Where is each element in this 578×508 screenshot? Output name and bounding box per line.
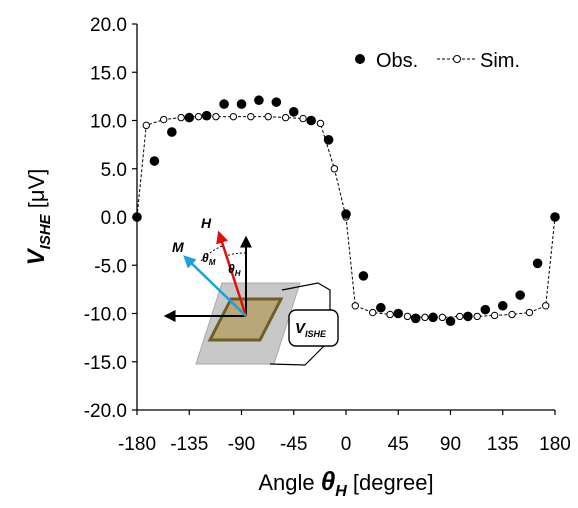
y-tick-label: -20.0: [84, 401, 127, 422]
sim-point: [229, 112, 238, 121]
obs-point: [550, 212, 560, 222]
sim-point: [473, 312, 481, 321]
x-tick-label: -180: [118, 434, 156, 455]
h-field-arrow: [216, 230, 248, 317]
obs-point: [445, 316, 456, 327]
obs-point: [358, 271, 369, 281]
sim-point: [438, 313, 447, 322]
theta-h-arc: [225, 252, 247, 257]
y-tick-label: -5.0: [94, 256, 127, 277]
x-tick-label: 180: [539, 434, 571, 455]
x-tick-label: -45: [280, 434, 307, 455]
x-tick-label: -90: [228, 434, 255, 455]
y-tick-label: 15.0: [90, 63, 127, 84]
sim-point: [403, 312, 412, 321]
obs-point: [341, 209, 351, 219]
x-tick-label: -135: [170, 434, 208, 455]
sim-point: [299, 114, 307, 123]
sim-point: [160, 115, 168, 124]
x-axis-title: Angle θH [degree]: [258, 466, 433, 500]
sim-point: [490, 311, 499, 320]
sim-point: [281, 113, 290, 122]
obs-point: [515, 290, 525, 300]
obs-point: [219, 99, 229, 109]
y-tick-label: 10.0: [90, 112, 127, 133]
y-tick-label: 20.0: [90, 15, 127, 36]
obs-point: [497, 300, 508, 311]
sim-point: [330, 165, 339, 173]
y-tick-label: 5.0: [101, 160, 127, 181]
obs-point: [393, 308, 404, 319]
legend: Obs. Sim.: [355, 50, 520, 72]
x-tick-label: 135: [487, 434, 519, 455]
legend-sim-label: Sim.: [480, 50, 520, 72]
obs-point: [463, 311, 473, 322]
obs-point: [201, 110, 212, 121]
theta-h-label: θH: [228, 262, 241, 278]
sim-point: [316, 119, 325, 128]
obs-point: [306, 115, 316, 126]
x-tick-label: 0: [341, 434, 352, 455]
obs-point: [323, 135, 334, 145]
sim-point: [177, 113, 185, 122]
sim-point: [456, 312, 464, 321]
obs-point: [428, 312, 438, 323]
obs-point: [149, 156, 160, 166]
sim-point: [212, 112, 220, 121]
theta-m-arc: [199, 245, 223, 263]
sim-point: [508, 310, 516, 319]
sim-point: [142, 121, 150, 130]
sim-point: [386, 310, 394, 319]
sim-point: [194, 112, 203, 121]
sim-point: [542, 302, 550, 310]
series-obs: [132, 95, 560, 327]
y-tick-label: -15.0: [84, 353, 127, 374]
sim-point: [351, 302, 359, 310]
sim-point: [264, 112, 272, 121]
sim-point: [247, 112, 255, 121]
legend-obs-marker: [355, 54, 365, 64]
obs-point: [532, 258, 543, 269]
obs-point: [480, 304, 491, 315]
y-axis-title: VISHE [μV]: [23, 169, 54, 266]
sim-point: [525, 308, 534, 317]
x-tick-labels: -180 -135 -90 -45 0 45 90 135 180: [118, 410, 571, 455]
theta-m-label: θM: [202, 251, 216, 267]
m-arrow: [183, 255, 247, 317]
obs-point: [376, 302, 386, 313]
y-tick-label: 0.0: [101, 208, 127, 229]
x-tick-label: 45: [388, 434, 409, 455]
h-label: H: [201, 215, 212, 231]
legend-sim-marker: [453, 55, 461, 63]
legend-obs-label: Obs.: [376, 50, 418, 72]
inset-schematic: VISHE H M θM θH: [163, 215, 339, 366]
obs-point: [410, 313, 421, 324]
obs-point: [184, 112, 195, 123]
voltmeter-label: VISHE: [295, 320, 327, 339]
obs-point: [132, 212, 142, 222]
obs-point: [288, 107, 299, 117]
m-label: M: [172, 239, 184, 255]
obs-point: [236, 99, 247, 109]
obs-point: [254, 95, 264, 106]
sim-point: [369, 308, 377, 317]
voltmeter-box: [288, 309, 339, 347]
sim-point: [421, 313, 429, 322]
obs-point: [271, 97, 282, 107]
x-tick-label: 90: [440, 434, 461, 455]
y-tick-labels: 20.0 15.0 10.0 5.0 0.0 -5.0 -10.0 -15.0 -20.0: [84, 15, 137, 422]
obs-point: [167, 127, 177, 137]
y-tick-label: -10.0: [84, 305, 127, 326]
sample-film: [207, 297, 284, 342]
